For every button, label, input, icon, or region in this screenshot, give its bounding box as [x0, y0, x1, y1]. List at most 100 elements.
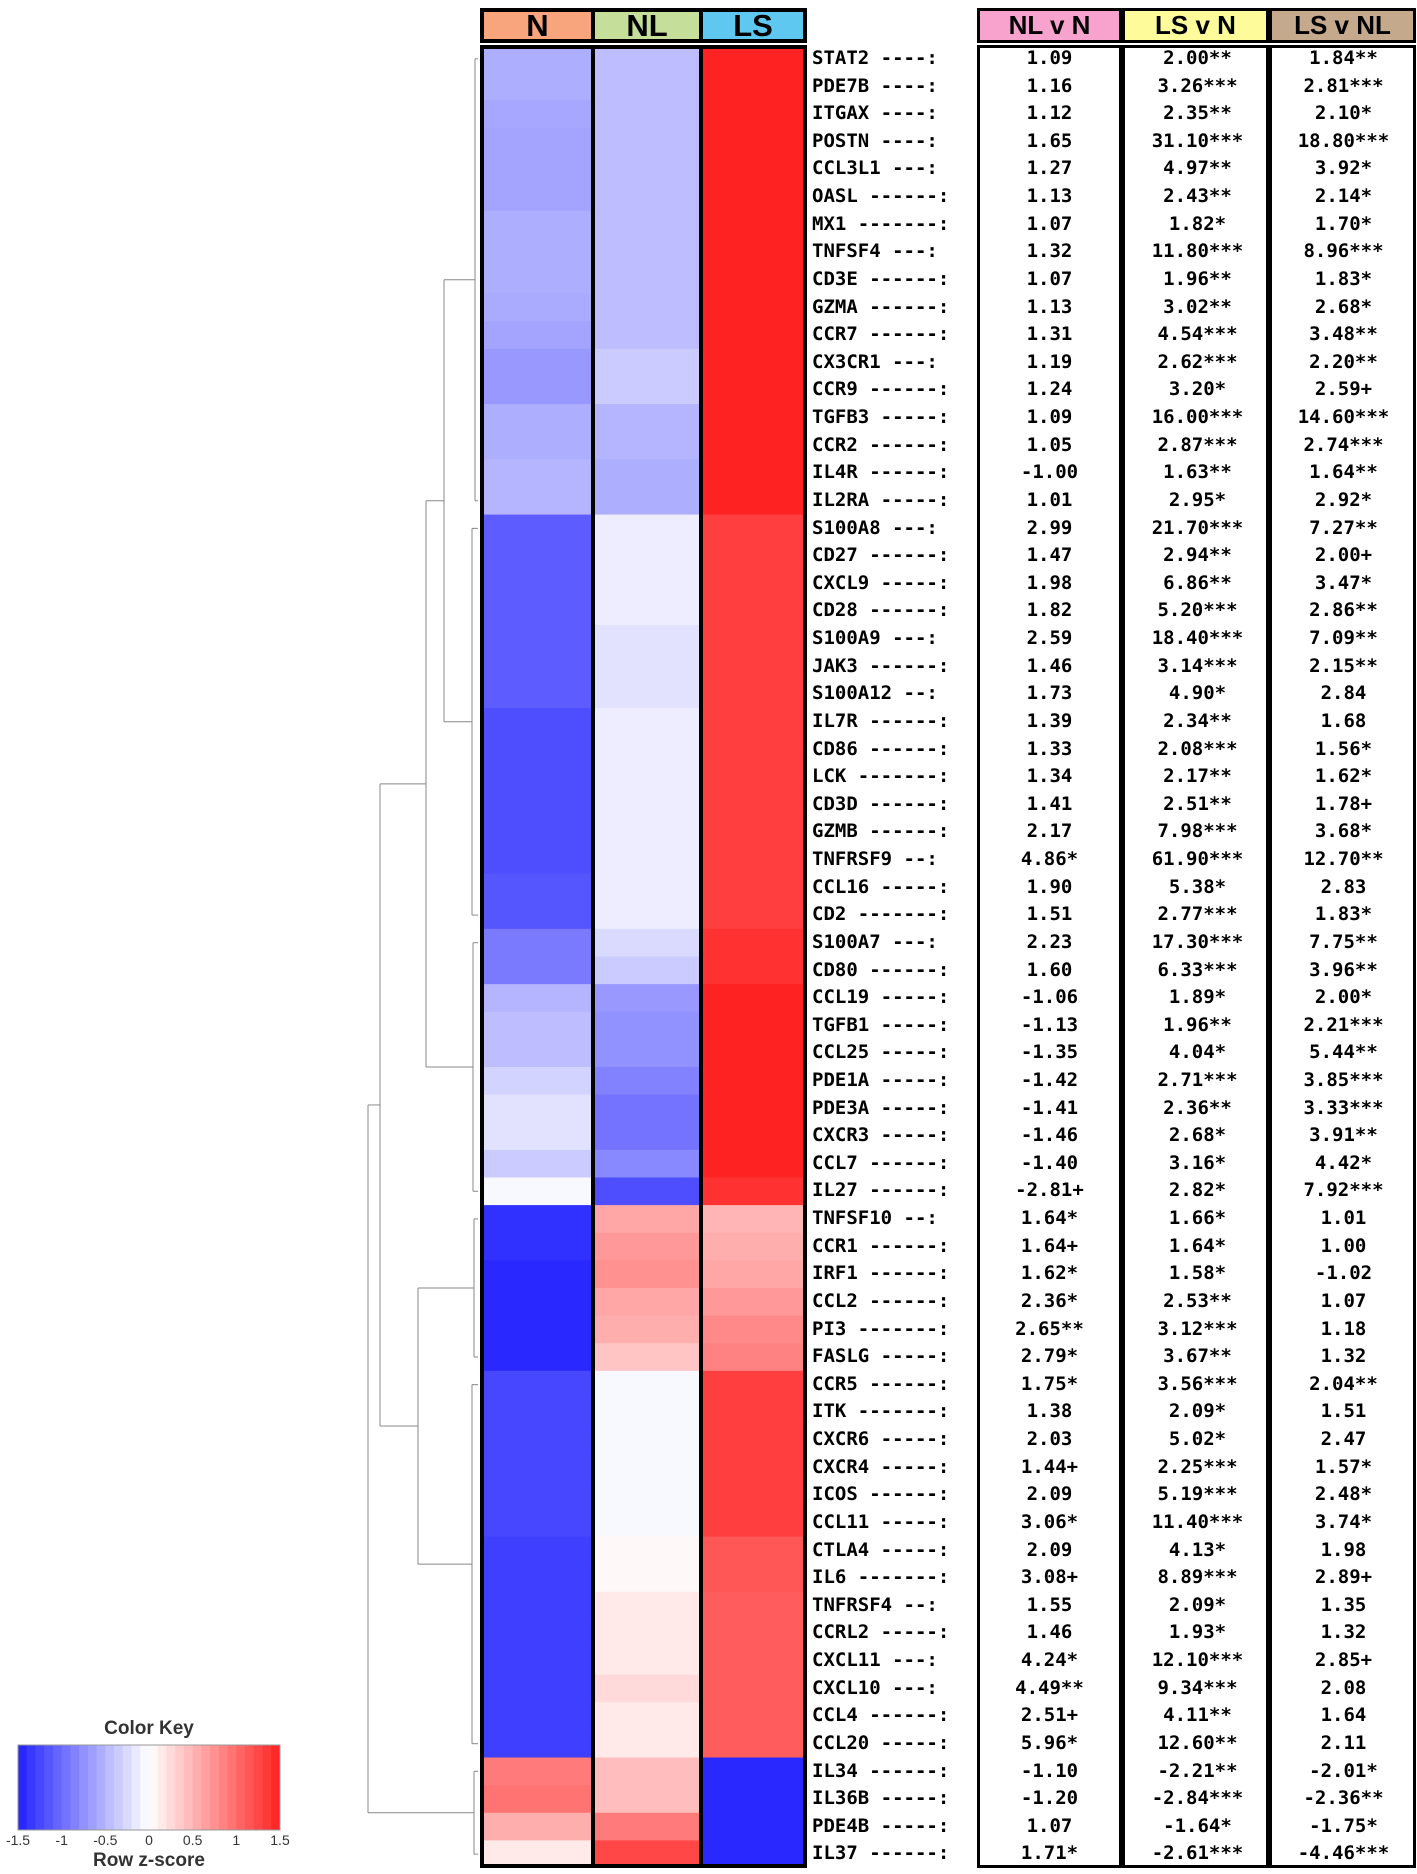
heatmap-cell: [701, 1343, 805, 1372]
heatmap-cell: [480, 625, 593, 654]
heatmap-cell: [701, 1647, 805, 1676]
value-nl-v-n: 2.17: [1026, 820, 1073, 843]
heatmap-cell: [701, 1785, 805, 1814]
heatmap-cell: [701, 901, 805, 930]
value-ls-v-n: 2.71***: [1157, 1068, 1238, 1091]
color-key-swatch: [87, 1745, 98, 1830]
value-ls-v-n: 17.30***: [1151, 930, 1244, 953]
value-ls-v-n: 1.96**: [1163, 1013, 1232, 1036]
heatmap-cell: [593, 680, 703, 709]
heatmap-cell: [480, 707, 593, 737]
heatmap-cell: [480, 72, 593, 101]
value-ls-v-n: 1.93*: [1168, 1621, 1227, 1644]
color-key-swatch: [149, 1745, 159, 1830]
value-ls-v-nl: 2.86**: [1309, 599, 1378, 622]
value-ls-v-nl: 2.14*: [1314, 185, 1373, 208]
color-key-swatch: [18, 1745, 28, 1830]
gene-label: TNFRSF4 --:: [812, 1593, 938, 1616]
value-ls-v-n: 1.63**: [1163, 461, 1232, 484]
value-ls-v-n: 7.98***: [1157, 820, 1238, 843]
gene-label: CCR1 ------:: [812, 1234, 950, 1257]
value-nl-v-n: 5.96*: [1020, 1731, 1079, 1754]
value-ls-v-nl: 4.42*: [1314, 1151, 1373, 1174]
heatmap-cell: [480, 956, 593, 985]
color-key-tick-label: 1: [232, 1832, 241, 1848]
heatmap-cell: [701, 210, 805, 239]
value-nl-v-n: 1.16: [1026, 74, 1073, 97]
heatmap-cell: [480, 928, 593, 958]
heatmap-cell: [593, 1840, 703, 1868]
value-nl-v-n: 1.32: [1026, 240, 1073, 263]
heatmap-cell: [701, 127, 805, 157]
value-nl-v-n: 1.60: [1026, 958, 1073, 981]
value-ls-v-nl: 2.00+: [1314, 544, 1373, 567]
value-ls-v-nl: 2.92*: [1314, 488, 1373, 511]
value-ls-v-nl: 12.70**: [1303, 848, 1384, 870]
heatmap-cell: [480, 45, 593, 74]
gene-label: CD3E ------:: [812, 267, 950, 290]
heatmap-cell: [701, 348, 805, 378]
heatmap-cell: [593, 901, 703, 930]
value-ls-v-nl: 7.92***: [1303, 1179, 1384, 1202]
heatmap-cell: [480, 1011, 593, 1040]
value-nl-v-n: 2.65**: [1015, 1317, 1084, 1340]
heatmap-cell: [701, 984, 805, 1013]
heatmap-cell: [480, 155, 593, 184]
heatmap-cell: [593, 348, 703, 378]
value-ls-v-n: -2.21**: [1157, 1759, 1238, 1782]
gene-label: IL2RA -----:: [812, 488, 950, 511]
gene-label: CCL25 -----:: [812, 1041, 950, 1064]
heatmap-cell: [480, 514, 593, 543]
value-ls-v-n: 1.96**: [1163, 267, 1232, 290]
value-nl-v-n: 1.07: [1026, 267, 1073, 290]
color-key-swatch: [236, 1745, 246, 1830]
value-ls-v-n: 6.86**: [1163, 571, 1232, 594]
value-ls-v-nl: 5.44**: [1309, 1041, 1378, 1064]
heatmap-cell: [593, 431, 703, 460]
heatmap-cell: [701, 846, 805, 875]
value-ls-v-n: 1.66*: [1168, 1207, 1227, 1230]
value-ls-v-nl: 2.74***: [1303, 433, 1384, 456]
value-nl-v-n: -1.42: [1020, 1068, 1079, 1091]
value-nl-v-n: 1.07: [1026, 1814, 1073, 1837]
gene-label: CXCL11 ---:: [812, 1649, 938, 1672]
value-ls-v-n: 2.94**: [1163, 544, 1232, 567]
value-ls-v-nl: 1.64: [1320, 1704, 1367, 1727]
heatmap-cell: [701, 486, 805, 516]
color-key: [17, 1744, 281, 1831]
heatmap-cell: [701, 707, 805, 737]
heatmap-cell: [593, 1066, 703, 1096]
value-ls-v-n: 3.14***: [1157, 654, 1238, 677]
heatmap-cell: [480, 1702, 593, 1731]
color-key-swatch: [218, 1745, 229, 1830]
value-ls-v-nl: 1.07: [1320, 1289, 1367, 1312]
heatmap-cell: [701, 1702, 805, 1731]
value-nl-v-n: 1.19: [1026, 350, 1073, 373]
value-ls-v-n: 5.38*: [1168, 875, 1227, 898]
heatmap-cell: [701, 1398, 805, 1427]
value-nl-v-n: -1.00: [1020, 461, 1079, 484]
value-nl-v-n: -1.40: [1020, 1151, 1079, 1174]
heatmap-cell: [593, 1039, 703, 1068]
value-ls-v-nl: 1.51: [1320, 1400, 1367, 1423]
value-nl-v-n: 2.51+: [1020, 1704, 1079, 1727]
value-nl-v-n: 4.86*: [1020, 848, 1079, 870]
heatmap-cell: [593, 1702, 703, 1731]
gene-label: PDE1A -----:: [812, 1068, 950, 1091]
gene-label: CCL16 -----:: [812, 875, 950, 898]
heatmap-cell: [593, 984, 703, 1013]
value-nl-v-n: 4.24*: [1020, 1649, 1079, 1672]
heatmap-cell: [480, 348, 593, 378]
value-ls-v-nl: 1.18: [1320, 1317, 1367, 1340]
heatmap-cell: [480, 763, 593, 792]
value-nl-v-n: 1.55: [1026, 1593, 1073, 1616]
heatmap-cell: [701, 1177, 805, 1206]
value-ls-v-n: 61.90***: [1151, 848, 1244, 870]
value-ls-v-nl: -2.01*: [1309, 1759, 1378, 1782]
heatmap-cell: [593, 1094, 703, 1123]
gene-label: JAK3 ------:: [812, 654, 950, 677]
value-nl-v-n: -1.46: [1020, 1124, 1079, 1147]
heatmap-cell: [701, 1370, 805, 1400]
gene-label: MX1 -------:: [812, 212, 950, 235]
heatmap-cell: [480, 652, 593, 681]
